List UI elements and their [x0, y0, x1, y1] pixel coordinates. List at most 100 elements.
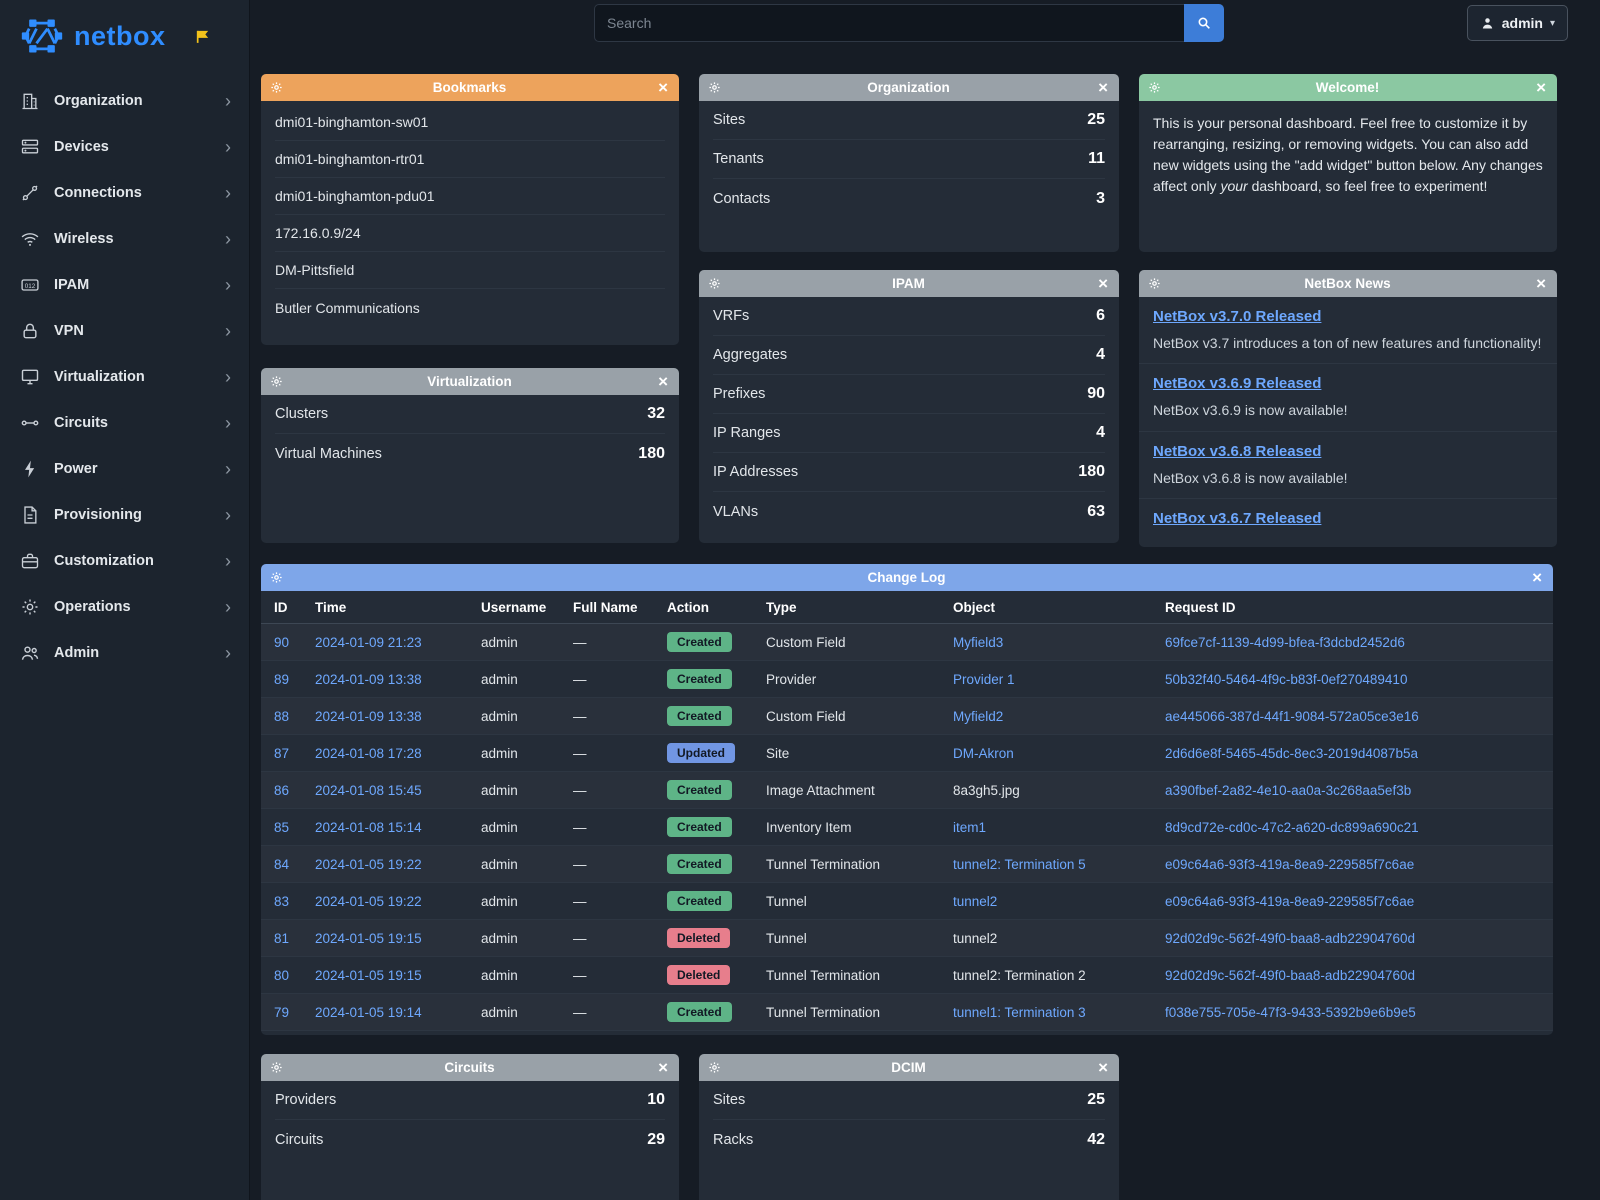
- changelog-request-link[interactable]: 69fce7cf-1139-4d99-bfea-f3dcbd2452d6: [1165, 634, 1405, 650]
- news-link[interactable]: NetBox v3.6.7 Released: [1153, 509, 1322, 527]
- sidebar-item-operations[interactable]: Operations ›: [0, 584, 249, 630]
- changelog-time-link[interactable]: 2024-01-05 19:15: [315, 930, 422, 946]
- changelog-time-link[interactable]: 2024-01-09 21:23: [315, 634, 422, 650]
- changelog-time-link[interactable]: 2024-01-05 19:22: [315, 893, 422, 909]
- changelog-request-link[interactable]: 92d02d9c-562f-49f0-baa8-adb22904760d: [1165, 967, 1415, 983]
- gear-icon[interactable]: [270, 1061, 283, 1074]
- changelog-id-link[interactable]: 81: [274, 930, 290, 946]
- changelog-request-link[interactable]: 8d9cd72e-cd0c-47c2-a620-dc899a690c21: [1165, 819, 1419, 835]
- changelog-id-link[interactable]: 84: [274, 856, 290, 872]
- changelog-object-link[interactable]: Myfield2: [953, 708, 1004, 724]
- sidebar-item-connections[interactable]: Connections ›: [0, 170, 249, 216]
- bookmark-item[interactable]: 172.16.0.9/24: [275, 215, 665, 252]
- changelog-request-link[interactable]: 92d02d9c-562f-49f0-baa8-adb22904760d: [1165, 930, 1415, 946]
- changelog-request-link[interactable]: 50b32f40-5464-4f9c-b83f-0ef270489410: [1165, 671, 1408, 687]
- sidebar-item-circuits[interactable]: Circuits ›: [0, 400, 249, 446]
- close-icon[interactable]: ×: [1098, 78, 1108, 97]
- changelog-object-link[interactable]: item1: [953, 819, 987, 835]
- sidebar-item-provisioning[interactable]: Provisioning ›: [0, 492, 249, 538]
- changelog-id-link[interactable]: 87: [274, 745, 290, 761]
- gear-icon[interactable]: [708, 277, 721, 290]
- stat-row-ip-addresses[interactable]: IP Addresses 180: [713, 453, 1105, 492]
- stat-row-virtual-machines[interactable]: Virtual Machines 180: [275, 434, 665, 473]
- close-icon[interactable]: ×: [1536, 78, 1546, 97]
- close-icon[interactable]: ×: [658, 78, 668, 97]
- changelog-object-link[interactable]: tunnel2: [953, 893, 998, 909]
- changelog-time-link[interactable]: 2024-01-09 13:38: [315, 708, 422, 724]
- search-button[interactable]: [1184, 4, 1224, 42]
- changelog-object-link[interactable]: tunnel2: Termination 5: [953, 856, 1086, 872]
- news-link[interactable]: NetBox v3.7.0 Released: [1153, 308, 1322, 325]
- changelog-request-link[interactable]: 2d6d6e8f-5465-45dc-8ec3-2019d4087b5a: [1165, 745, 1418, 761]
- gear-icon[interactable]: [1148, 277, 1161, 290]
- stat-row-aggregates[interactable]: Aggregates 4: [713, 336, 1105, 375]
- changelog-time-link[interactable]: 2024-01-05 19:22: [315, 856, 422, 872]
- stat-row-circuits[interactable]: Circuits 29: [275, 1120, 665, 1159]
- gear-icon[interactable]: [270, 571, 283, 584]
- user-menu-button[interactable]: admin ▾: [1466, 5, 1568, 41]
- sidebar-item-ipam[interactable]: 012 IPAM ›: [0, 262, 249, 308]
- changelog-id-link[interactable]: 80: [274, 967, 290, 983]
- sidebar-item-wireless[interactable]: Wireless ›: [0, 216, 249, 262]
- sidebar-item-customization[interactable]: Customization ›: [0, 538, 249, 584]
- stat-row-tenants[interactable]: Tenants 11: [713, 140, 1105, 179]
- changelog-request-link[interactable]: e09c64a6-93f3-419a-8ea9-229585f7c6ae: [1165, 856, 1415, 872]
- changelog-object-link[interactable]: tunnel1: Termination 3: [953, 1004, 1086, 1020]
- changelog-time-link[interactable]: 2024-01-05 19:14: [315, 1004, 422, 1020]
- bookmark-item[interactable]: dmi01-binghamton-sw01: [275, 104, 665, 141]
- changelog-time-link[interactable]: 2024-01-08 17:28: [315, 745, 422, 761]
- stat-row-clusters[interactable]: Clusters 32: [275, 395, 665, 434]
- changelog-object-link[interactable]: DM-Akron: [953, 745, 1014, 761]
- bookmark-item[interactable]: dmi01-binghamton-pdu01: [275, 178, 665, 215]
- changelog-id-link[interactable]: 83: [274, 893, 290, 909]
- changelog-request-link[interactable]: e09c64a6-93f3-419a-8ea9-229585f7c6ae: [1165, 893, 1415, 909]
- changelog-id-link[interactable]: 86: [274, 782, 290, 798]
- gear-icon[interactable]: [708, 81, 721, 94]
- sidebar-item-admin[interactable]: Admin ›: [0, 630, 249, 676]
- changelog-id-link[interactable]: 85: [274, 819, 290, 835]
- sidebar-item-virtualization[interactable]: Virtualization ›: [0, 354, 249, 400]
- changelog-object-link[interactable]: Myfield3: [953, 634, 1004, 650]
- sidebar-item-devices[interactable]: Devices ›: [0, 124, 249, 170]
- changelog-time-link[interactable]: 2024-01-08 15:14: [315, 819, 422, 835]
- changelog-id-link[interactable]: 79: [274, 1004, 290, 1020]
- gear-icon[interactable]: [708, 1061, 721, 1074]
- changelog-id-link[interactable]: 89: [274, 671, 290, 687]
- stat-row-providers[interactable]: Providers 10: [275, 1081, 665, 1120]
- bookmark-item[interactable]: Butler Communications: [275, 299, 420, 316]
- close-icon[interactable]: ×: [658, 1058, 668, 1077]
- stat-row-ip-ranges[interactable]: IP Ranges 4: [713, 414, 1105, 453]
- brand[interactable]: netbox: [0, 0, 249, 78]
- stat-row-sites[interactable]: Sites 25: [713, 101, 1105, 140]
- gear-icon[interactable]: [1148, 81, 1161, 94]
- search-input[interactable]: [594, 4, 1184, 42]
- changelog-request-link[interactable]: a390fbef-2a82-4e10-aa0a-3c268aa5ef3b: [1165, 782, 1412, 798]
- gear-icon[interactable]: [270, 375, 283, 388]
- changelog-request-link[interactable]: ae445066-387d-44f1-9084-572a05ce3e16: [1165, 708, 1419, 724]
- changelog-time-link[interactable]: 2024-01-08 15:45: [315, 782, 422, 798]
- changelog-id-link[interactable]: 88: [274, 708, 290, 724]
- changelog-time-link[interactable]: 2024-01-09 13:38: [315, 671, 422, 687]
- sidebar-item-organization[interactable]: Organization ›: [0, 78, 249, 124]
- stat-row-vrfs[interactable]: VRFs 6: [713, 297, 1105, 336]
- news-link[interactable]: NetBox v3.6.8 Released: [1153, 442, 1322, 460]
- changelog-request-link[interactable]: f038e755-705e-47f3-9433-5392b9e6b9e5: [1165, 1004, 1416, 1020]
- close-icon[interactable]: ×: [1098, 1058, 1108, 1077]
- stat-row-prefixes[interactable]: Prefixes 90: [713, 375, 1105, 414]
- sidebar-item-power[interactable]: Power ›: [0, 446, 249, 492]
- close-icon[interactable]: ×: [1532, 568, 1542, 587]
- stat-row-racks[interactable]: Racks 42: [713, 1120, 1105, 1159]
- close-icon[interactable]: ×: [1098, 274, 1108, 293]
- stat-row-vlans[interactable]: VLANs 63: [713, 492, 1105, 531]
- bookmark-item[interactable]: dmi01-binghamton-rtr01: [275, 141, 665, 178]
- changelog-time-link[interactable]: 2024-01-05 19:15: [315, 967, 422, 983]
- news-link[interactable]: NetBox v3.6.9 Released: [1153, 375, 1322, 393]
- close-icon[interactable]: ×: [658, 372, 668, 391]
- changelog-object-link[interactable]: Provider 1: [953, 671, 1015, 687]
- bookmark-item[interactable]: DM-Pittsfield: [275, 252, 665, 289]
- stat-row-contacts[interactable]: Contacts 3: [713, 179, 1105, 218]
- sidebar-item-vpn[interactable]: VPN ›: [0, 308, 249, 354]
- changelog-id-link[interactable]: 90: [274, 634, 290, 650]
- gear-icon[interactable]: [270, 81, 283, 94]
- stat-row-sites[interactable]: Sites 25: [713, 1081, 1105, 1120]
